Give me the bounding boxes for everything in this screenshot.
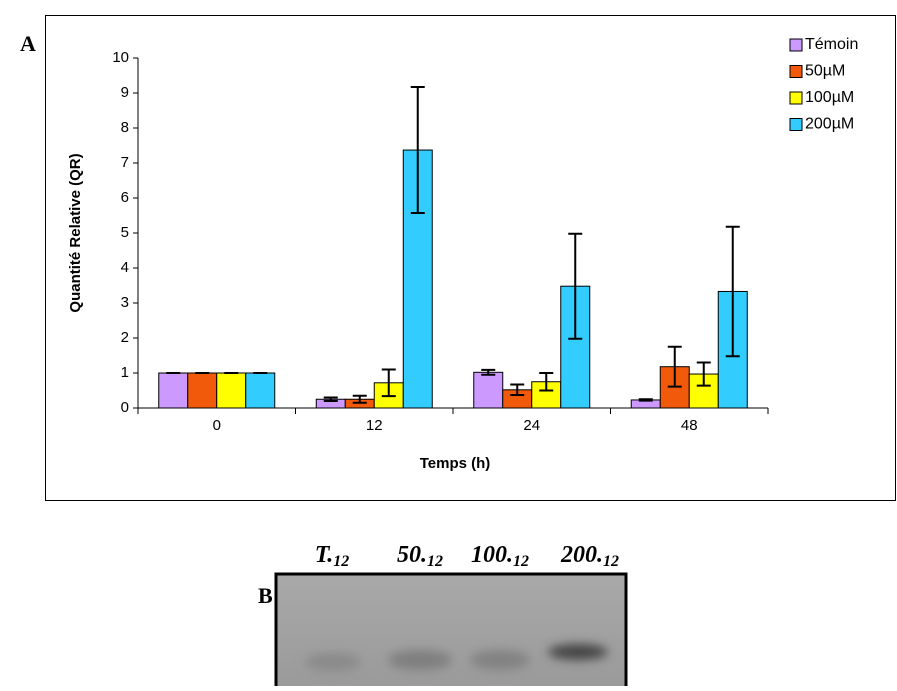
legend-label: 200µM xyxy=(805,116,854,133)
bar xyxy=(216,372,247,409)
y-tick-label: 3 xyxy=(121,294,129,311)
lane-name: T. xyxy=(315,542,333,568)
error-bar xyxy=(381,368,396,398)
bar xyxy=(473,371,504,409)
error-bar xyxy=(323,396,338,402)
y-tick-label: 9 xyxy=(121,84,129,101)
legend-swatch xyxy=(789,91,803,105)
error-bar xyxy=(481,368,496,376)
y-tick-label: 0 xyxy=(121,399,129,416)
error-bar xyxy=(696,361,711,387)
lane-subscript: 12 xyxy=(427,553,443,570)
y-tick-label: 6 xyxy=(121,189,129,206)
error-bar xyxy=(568,232,583,340)
lane-label: 200.12 xyxy=(560,542,619,570)
gel-bands xyxy=(305,644,608,671)
lane-labels: T.12 50.12 100.12 200.12 xyxy=(315,542,619,570)
gel-band xyxy=(548,644,608,660)
error-bar xyxy=(725,225,740,358)
panel-label: A xyxy=(20,31,36,56)
x-tick-label: 12 xyxy=(366,417,383,434)
y-tick-label: 1 xyxy=(121,364,129,381)
legend-label: Témoin xyxy=(805,36,858,53)
lane-name: 200. xyxy=(560,542,603,568)
gel-band xyxy=(388,650,452,670)
lane-subscript: 12 xyxy=(333,553,349,570)
x-axis-label: Temps (h) xyxy=(420,455,491,472)
error-bar xyxy=(667,345,682,388)
x-tick-label: 24 xyxy=(523,417,540,434)
legend-label: 50µM xyxy=(805,63,845,80)
legend-swatch xyxy=(789,38,803,52)
error-bar xyxy=(352,394,367,404)
y-tick-label: 7 xyxy=(121,154,129,171)
y-tick-label: 5 xyxy=(121,224,129,241)
error-bar xyxy=(539,372,554,392)
lane-name: 50. xyxy=(397,542,427,568)
lane-label: T.12 xyxy=(315,542,349,570)
lane-label: 100.12 xyxy=(471,542,529,570)
x-tick-label: 48 xyxy=(681,417,698,434)
x-tick-label: 0 xyxy=(213,417,221,434)
y-tick-label: 2 xyxy=(121,329,129,346)
lane-name: 100. xyxy=(471,542,513,568)
legend-label: 100µM xyxy=(805,89,854,106)
panel-label: B xyxy=(258,583,273,608)
y-tick-label: 8 xyxy=(121,119,129,136)
y-tick-label: 4 xyxy=(121,259,129,276)
error-bar xyxy=(410,86,425,215)
legend-swatch xyxy=(789,65,803,78)
gel-band xyxy=(470,650,530,670)
chart-frame xyxy=(45,15,896,501)
error-bar xyxy=(510,383,525,397)
bar xyxy=(245,372,276,409)
y-tick-label: 10 xyxy=(112,49,129,66)
lane-label: 50.12 xyxy=(397,542,443,570)
error-bar xyxy=(638,398,653,402)
bar xyxy=(187,372,218,409)
gel-band xyxy=(305,653,361,671)
bar xyxy=(158,372,189,409)
y-axis-label: Quantité Relative (QR) xyxy=(67,153,84,312)
lane-subscript: 12 xyxy=(513,553,529,570)
lane-subscript: 12 xyxy=(603,553,619,570)
legend-swatch xyxy=(789,118,803,131)
